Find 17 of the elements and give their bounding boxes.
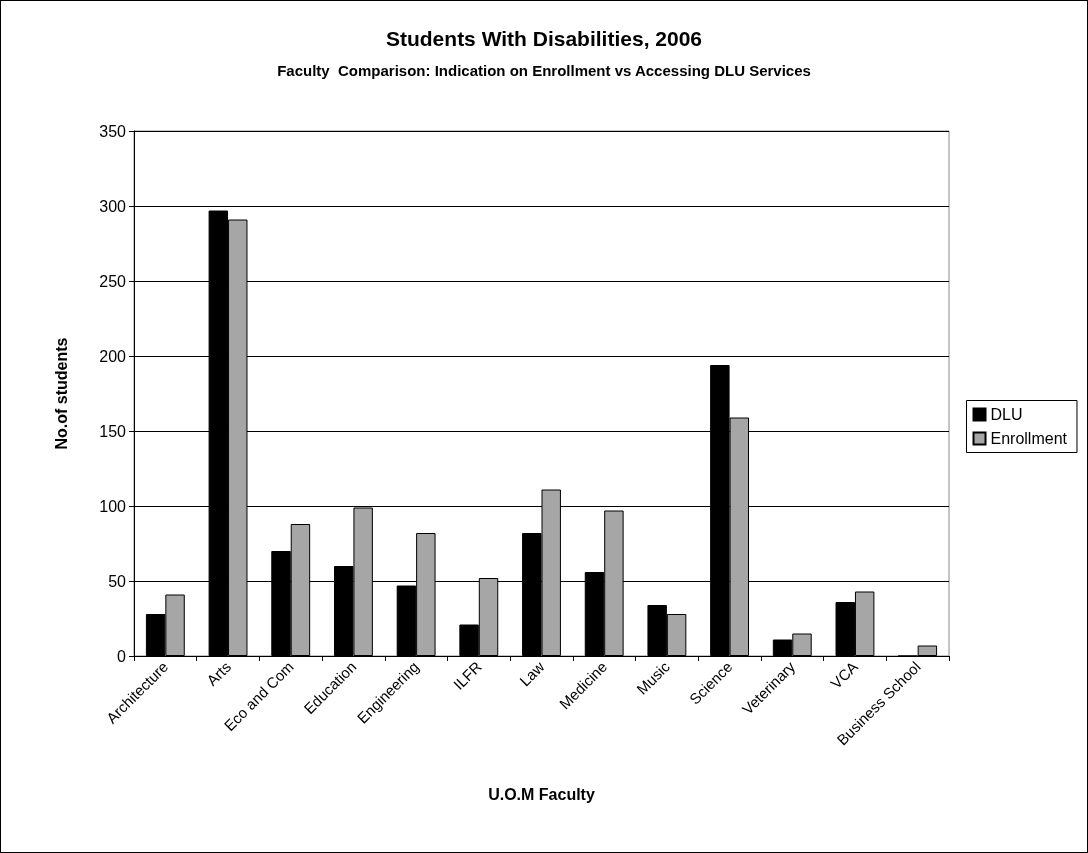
y-tick-label: 250 <box>99 272 127 290</box>
y-tick-label: 350 <box>99 122 127 140</box>
x-axis-title: U.O.M Faculty <box>488 785 595 803</box>
x-tick-label: Arts <box>203 657 235 689</box>
legend-label: Enrollment <box>990 430 1068 447</box>
y-tick-label: 300 <box>99 197 127 215</box>
y-tick-label: 100 <box>99 497 127 515</box>
chart-subtitle: Faculty Comparison: Indication on Enrollment vs Accessing DLU Services <box>277 62 811 79</box>
y-tick-label: 150 <box>99 422 127 440</box>
legend-label: DLU <box>990 406 1023 423</box>
x-tick-label: VCA <box>827 657 861 692</box>
y-tick-label: 0 <box>117 647 127 665</box>
y-tick-label: 50 <box>108 572 127 590</box>
chart-title: Students With Disabilities, 2006 <box>385 27 703 50</box>
y-tick-label: 200 <box>99 347 127 365</box>
x-tick-label: Law <box>516 657 548 690</box>
y-axis-title: No.of students <box>52 337 70 450</box>
